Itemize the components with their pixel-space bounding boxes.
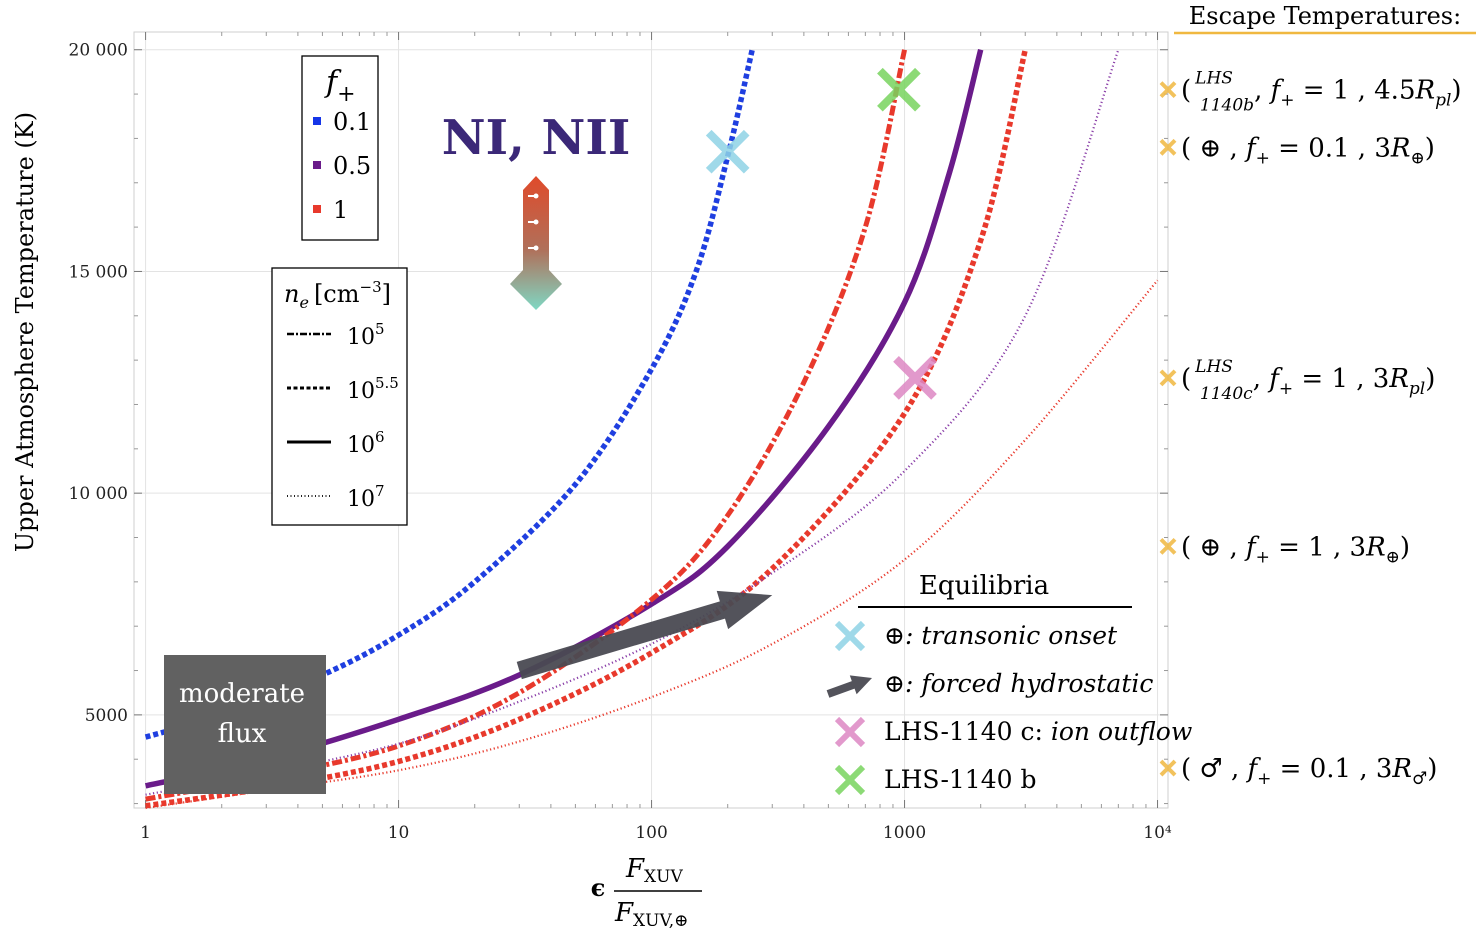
axis-ticks: 1 10 100 1000 10⁴ 5000 10 000 15 000 20 000	[69, 32, 1172, 843]
plot-frame	[133, 31, 1169, 809]
legend-eq-label: ⊕: transonic onset	[884, 621, 1118, 650]
chart-title: NI, NII	[442, 110, 631, 166]
legend-equilibria-title: Equilibria	[919, 571, 1049, 601]
y-tick-label: 20 000	[69, 41, 128, 61]
x-axis-label: ϵ FXUV FXUV,⊕	[591, 854, 702, 931]
x-axis-label-numerator: FXUV	[625, 854, 683, 887]
legend-f-label: 0.5	[333, 152, 371, 180]
marker-transonic-onset	[705, 129, 750, 174]
equilibria-markers	[516, 67, 937, 680]
escape-label: ( ⊕ , f+ = 1 , 3R⊕)	[1181, 532, 1410, 567]
y-tick-label: 15 000	[69, 262, 128, 282]
legend-ne-label: 105.5	[347, 374, 399, 404]
escape-marker-stroke-b	[1159, 138, 1177, 156]
x-tick-label: 10	[388, 823, 410, 843]
escape-marker	[1159, 369, 1177, 387]
escape-title: Escape Temperatures:	[1189, 2, 1461, 30]
legend-ne: ne [cm−3] 105 105.5 106 107	[271, 267, 408, 526]
marker-lhs-1140-c-stroke-b	[893, 356, 937, 400]
escape-marker	[1159, 138, 1177, 156]
legend-equilibria: Equilibria ⊕: transonic onset ⊕: forced h…	[826, 571, 1192, 796]
moderate-flux-line1: moderate	[179, 679, 305, 709]
x-tick-label: 10⁴	[1143, 823, 1172, 843]
legend-ne-label: 107	[347, 482, 385, 512]
legend-ne-label: 106	[347, 428, 385, 458]
series-line-0.5-10e6	[144, 49, 984, 789]
legend-eq-arrow	[826, 675, 872, 698]
escape-marker-stroke-b	[1159, 759, 1177, 777]
x-tick-label: 1	[140, 823, 151, 843]
escape-label: ( ♂ , f+ = 0.1 , 3R♂)	[1181, 754, 1437, 789]
x-tick-label: 1000	[883, 823, 926, 843]
legend-eq-marker	[834, 716, 866, 748]
legend-eq-marker-stroke-b	[834, 620, 866, 652]
escape-label: (LHS 1140c, f+ = 1 , 3Rpl)	[1181, 357, 1435, 404]
legend-ne-title: ne [cm−3]	[284, 278, 391, 312]
series-line-1-10e5.5	[145, 49, 1028, 809]
legend-eq-marker-stroke-b	[834, 764, 866, 796]
legend-f-label: 1	[333, 196, 348, 224]
escape-marker	[1159, 537, 1177, 555]
thermometer-icon	[510, 176, 562, 310]
moderate-flux-box	[164, 655, 326, 794]
y-axis-label: Upper Atmosphere Temperature (K)	[11, 112, 39, 552]
escape-marker	[1159, 759, 1177, 777]
x-tick-label: 100	[635, 823, 667, 843]
escape-temperatures: (LHS 1140b, f+ = 1 , 4.5Rpl) ( ⊕ , f+ = 0.…	[1159, 69, 1462, 789]
y-tick-label: 10 000	[69, 484, 128, 504]
legend-f-plus: f+ 0.10.51	[301, 55, 379, 241]
legend-ne-label: 105	[347, 320, 385, 350]
marker-transonic-onset-stroke-b	[705, 129, 750, 174]
legend-f-swatch	[313, 161, 321, 169]
legend-eq-label: LHS-1140 c: ion outflow	[884, 717, 1192, 746]
escape-label: ( ⊕ , f+ = 0.1 , 3R⊕)	[1181, 133, 1435, 168]
x-axis-label-eps: ϵ	[591, 873, 606, 902]
marker-lhs-1140-c	[893, 356, 937, 400]
escape-marker	[1159, 81, 1177, 99]
legend-ne-box	[271, 267, 408, 526]
escape-label: (LHS 1140b, f+ = 1 , 4.5Rpl)	[1181, 69, 1462, 116]
legend-eq-marker	[834, 620, 866, 652]
forced-hydrostatic-arrow	[516, 590, 773, 680]
legend-f-label: 0.1	[333, 108, 371, 136]
series-line-0.1-10e5.5	[144, 49, 755, 740]
legend-eq-label: LHS-1140 b	[884, 765, 1036, 794]
legend-eq-label: ⊕: forced hydrostatic	[884, 669, 1153, 698]
x-axis-label-denominator: FXUV,⊕	[614, 898, 688, 931]
moderate-flux-line2: flux	[218, 719, 267, 749]
marker-lhs-1140-b	[877, 67, 921, 112]
legend-f-swatch	[313, 117, 321, 125]
escape-marker-stroke-b	[1159, 369, 1177, 387]
escape-marker-stroke-b	[1159, 537, 1177, 555]
legend-eq-marker-stroke-b	[834, 716, 866, 748]
y-tick-label: 5000	[85, 706, 128, 726]
legend-f-swatch	[313, 205, 321, 213]
marker-lhs-1140-b-stroke-b	[877, 67, 921, 112]
legend-eq-marker	[834, 764, 866, 796]
escape-marker-stroke-b	[1159, 81, 1177, 99]
